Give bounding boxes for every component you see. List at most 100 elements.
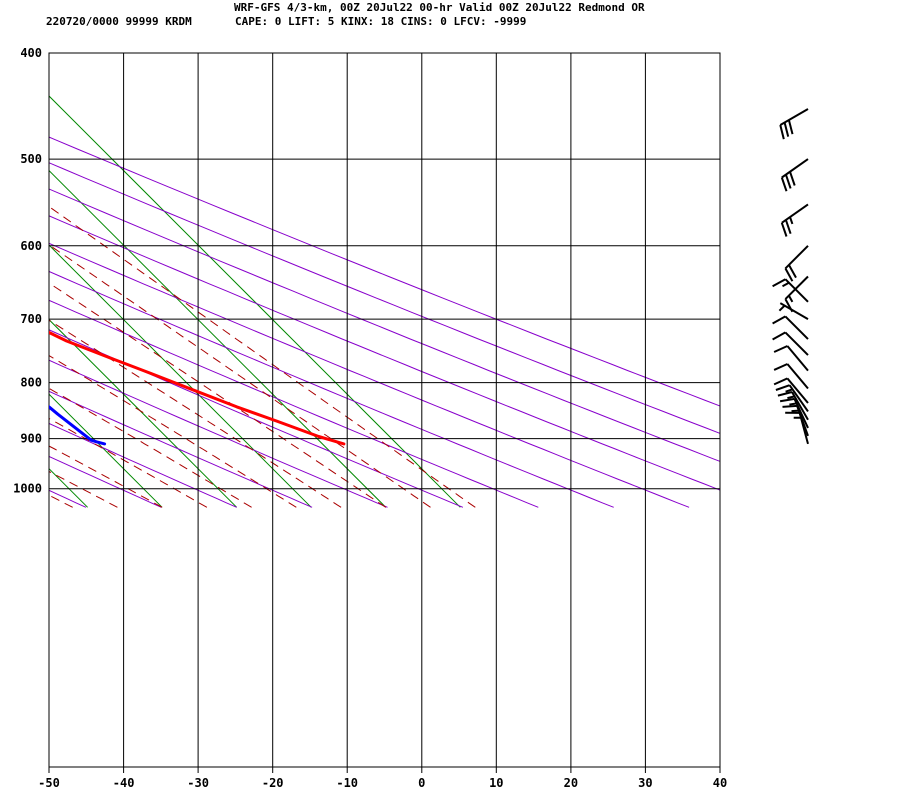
plot-frame [48, 52, 721, 768]
moist-adiabat-line [49, 470, 118, 508]
wind-barb-staff [784, 278, 809, 303]
wind-barb-flag [788, 264, 797, 279]
temperature-tick-label: 40 [713, 776, 727, 790]
temperature-tick-label: -10 [336, 776, 358, 790]
wind-barb-column [772, 108, 809, 445]
temperature-tick-label: 20 [564, 776, 578, 790]
wind-barb-flag [772, 331, 786, 341]
wind-barb-flag [783, 122, 790, 137]
wind-barb [772, 278, 809, 303]
wind-barb-flag [780, 222, 788, 237]
wind-barb-flag [784, 267, 794, 282]
station-info: 220720/0000 99999 KRDM [46, 15, 192, 28]
wind-barb-staff [784, 331, 809, 356]
temperature-tick-label: 0 [418, 776, 425, 790]
moist-adiabat-line [49, 354, 297, 508]
dry-adiabat-line [0, 53, 11, 507]
pressure-tick-label: 600 [20, 239, 42, 253]
wind-barb [772, 315, 809, 340]
chart-title: WRF-GFS 4/3-km, 00Z 20Jul22 00-hr Valid … [234, 1, 645, 14]
wind-barb-staff [781, 203, 809, 224]
wind-barb [778, 302, 809, 320]
wind-barb-flag [779, 124, 785, 140]
stability-indices: CAPE: 0 LIFT: 5 KINX: 18 CINS: 0 LFCV: -… [235, 15, 526, 28]
pressure-temperature-grid [48, 52, 721, 773]
temperature-profile [49, 330, 346, 446]
wind-barb-flag [772, 278, 786, 288]
pressure-tick-label: 700 [20, 312, 42, 326]
wind-barb-half-flag [782, 281, 790, 288]
wind-barb-half-flag [788, 295, 794, 303]
wind-barb-staff [793, 398, 809, 429]
temperature-tick-label: -30 [187, 776, 209, 790]
temperature-tick-label: -50 [38, 776, 60, 790]
temperature-tick-label: 30 [638, 776, 652, 790]
wind-barb-half-flag [789, 402, 797, 406]
wind-barb-staff [784, 275, 809, 300]
wind-barb-staff [786, 377, 809, 404]
wind-barb-staff [779, 108, 809, 126]
axis-tick-labels: 400 500 600 700 800 900 1000 -50 -40 -30 -20 -10 0 10… [13, 46, 727, 790]
wind-barb [773, 377, 809, 404]
pressure-tick-label: 400 [20, 46, 42, 60]
pressure-tick-label: 500 [20, 152, 42, 166]
wind-barb-staff [786, 363, 809, 390]
wind-barb-half-flag [787, 395, 795, 400]
isotherm-line [0, 53, 13, 507]
isotherm-line [49, 244, 312, 508]
temperature-tick-label: 10 [489, 776, 503, 790]
wind-barb-staff [784, 315, 809, 340]
wind-barb-flag [784, 298, 794, 313]
dry-adiabat-line [49, 422, 237, 508]
wind-barb-staff [786, 345, 809, 372]
isotherm-line [49, 318, 238, 508]
sounding-profiles [49, 330, 346, 446]
wind-barb [779, 108, 809, 140]
moist-adiabat-line [49, 205, 476, 508]
wind-barb-flag [787, 119, 794, 135]
wind-barb-flag [779, 397, 795, 403]
temperature-tick-label: -40 [113, 776, 135, 790]
dry-adiabat-line [49, 489, 87, 508]
wind-barb-flag [784, 174, 792, 189]
dry-adiabat-line [49, 136, 720, 407]
wind-barb-flag [782, 404, 798, 408]
wind-barb-flag [777, 391, 793, 397]
wind-barb [784, 245, 809, 282]
moist-adiabat-line [49, 244, 431, 508]
wind-barb [775, 384, 809, 412]
wind-barb [782, 404, 809, 437]
wind-barb-staff [779, 302, 809, 320]
wind-barb-staff [791, 391, 809, 421]
dry-adiabat-line [49, 162, 720, 434]
wind-barb-half-flag [791, 409, 799, 413]
moist-adiabat-line [49, 319, 342, 508]
dry-adiabat-line [49, 390, 313, 508]
moist-adiabat-lines [49, 205, 476, 508]
wind-barb-half-flag [789, 216, 794, 225]
wind-barb-flag [780, 177, 788, 192]
wind-barb [780, 203, 809, 237]
wind-barb-staff [788, 384, 809, 412]
dry-adiabat-lines [0, 53, 720, 508]
wind-barb-flag [773, 345, 788, 353]
wind-barb-half-flag [778, 304, 786, 312]
dewpoint-profile [49, 404, 107, 446]
temperature-tick-label: -20 [262, 776, 284, 790]
dry-adiabat-line [49, 188, 720, 462]
dry-adiabat-line [49, 242, 690, 508]
wind-barb-half-flag [785, 388, 793, 393]
pressure-tick-label: 1000 [13, 482, 42, 496]
pressure-tick-label: 800 [20, 376, 42, 390]
isotherm-line [49, 393, 163, 508]
isotherm-lines [0, 53, 461, 508]
wind-barb-flag [773, 377, 788, 386]
dry-adiabat-line [49, 359, 388, 508]
isotherm-line [49, 169, 387, 508]
moist-adiabat-line [49, 282, 387, 508]
wind-barb-staff [796, 405, 809, 437]
wind-barb-flag [772, 315, 786, 325]
wind-barb-staff [784, 245, 809, 270]
